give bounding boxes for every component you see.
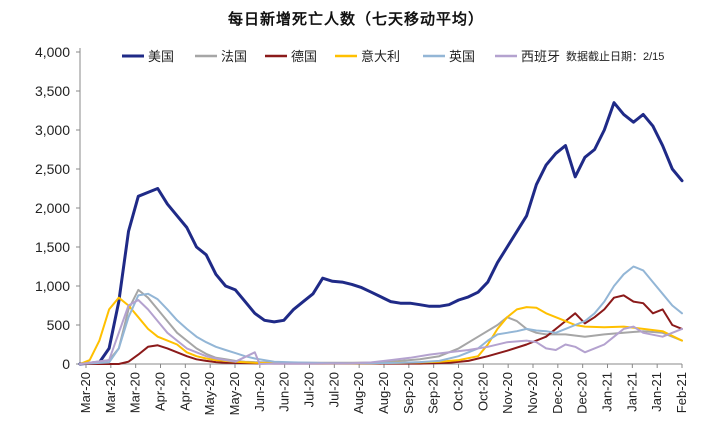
data-note: 数据截止日期：2/15 — [566, 49, 664, 63]
x-tick-label: Aug-20 — [376, 372, 391, 414]
y-tick-label: 1,000 — [35, 278, 70, 294]
y-tick-label: 4,000 — [35, 44, 70, 60]
x-tick-label: Nov-20 — [500, 372, 515, 414]
x-tick-label: Mar-20 — [128, 372, 143, 413]
y-tick-label: 1,500 — [35, 239, 70, 255]
x-tick-label: Nov-20 — [525, 372, 540, 414]
x-tick-label: Jun-20 — [277, 372, 292, 412]
x-tick-label: Dec-20 — [550, 372, 565, 414]
legend-label: 德国 — [291, 49, 317, 64]
x-tick-label: Jan-21 — [600, 372, 615, 412]
x-tick-label: Jul-20 — [326, 372, 341, 407]
series-line-3 — [79, 296, 683, 365]
x-tick-label: Jul-20 — [302, 372, 317, 407]
legend-label: 法国 — [221, 49, 247, 64]
y-tick-label: 2,000 — [35, 200, 70, 216]
x-tick-label: Mar-20 — [103, 372, 118, 413]
chart-title: 每日新增死亡人数（七天移动平均） — [227, 10, 484, 28]
series-line-5 — [79, 299, 683, 365]
x-tick-label: Apr-20 — [177, 372, 192, 411]
y-tick-label: 3,500 — [35, 83, 70, 99]
x-tick-label: Jun-20 — [252, 372, 267, 412]
series-line-0 — [78, 101, 684, 366]
series-line-4 — [79, 265, 683, 365]
y-tick-label: 3,000 — [35, 122, 70, 138]
y-tick-label: 500 — [47, 317, 71, 333]
x-tick-label: Jan-21 — [649, 372, 664, 412]
x-tick-label: May-20 — [227, 372, 242, 415]
x-tick-label: May-20 — [202, 372, 217, 415]
x-tick-label: Feb-21 — [674, 372, 689, 413]
legend-label: 英国 — [449, 49, 475, 64]
x-tick-label: Oct-20 — [475, 372, 490, 411]
x-tick-label: Jan-21 — [624, 372, 639, 412]
x-tick-label: Mar-20 — [78, 372, 93, 413]
x-tick-label: Sep-20 — [401, 372, 416, 414]
legend-label: 意大利 — [361, 49, 400, 64]
y-tick-label: 0 — [62, 356, 70, 372]
series-line-2 — [79, 294, 683, 365]
x-tick-label: Aug-20 — [351, 372, 366, 414]
x-tick-label: Oct-20 — [451, 372, 466, 411]
y-tick-label: 2,500 — [35, 161, 70, 177]
x-tick-label: Sep-20 — [426, 372, 441, 414]
x-tick-label: Apr-20 — [153, 372, 168, 411]
x-tick-label: Dec-20 — [575, 372, 590, 414]
legend-label: 西班牙 — [521, 49, 560, 64]
legend-label: 美国 — [148, 49, 174, 64]
